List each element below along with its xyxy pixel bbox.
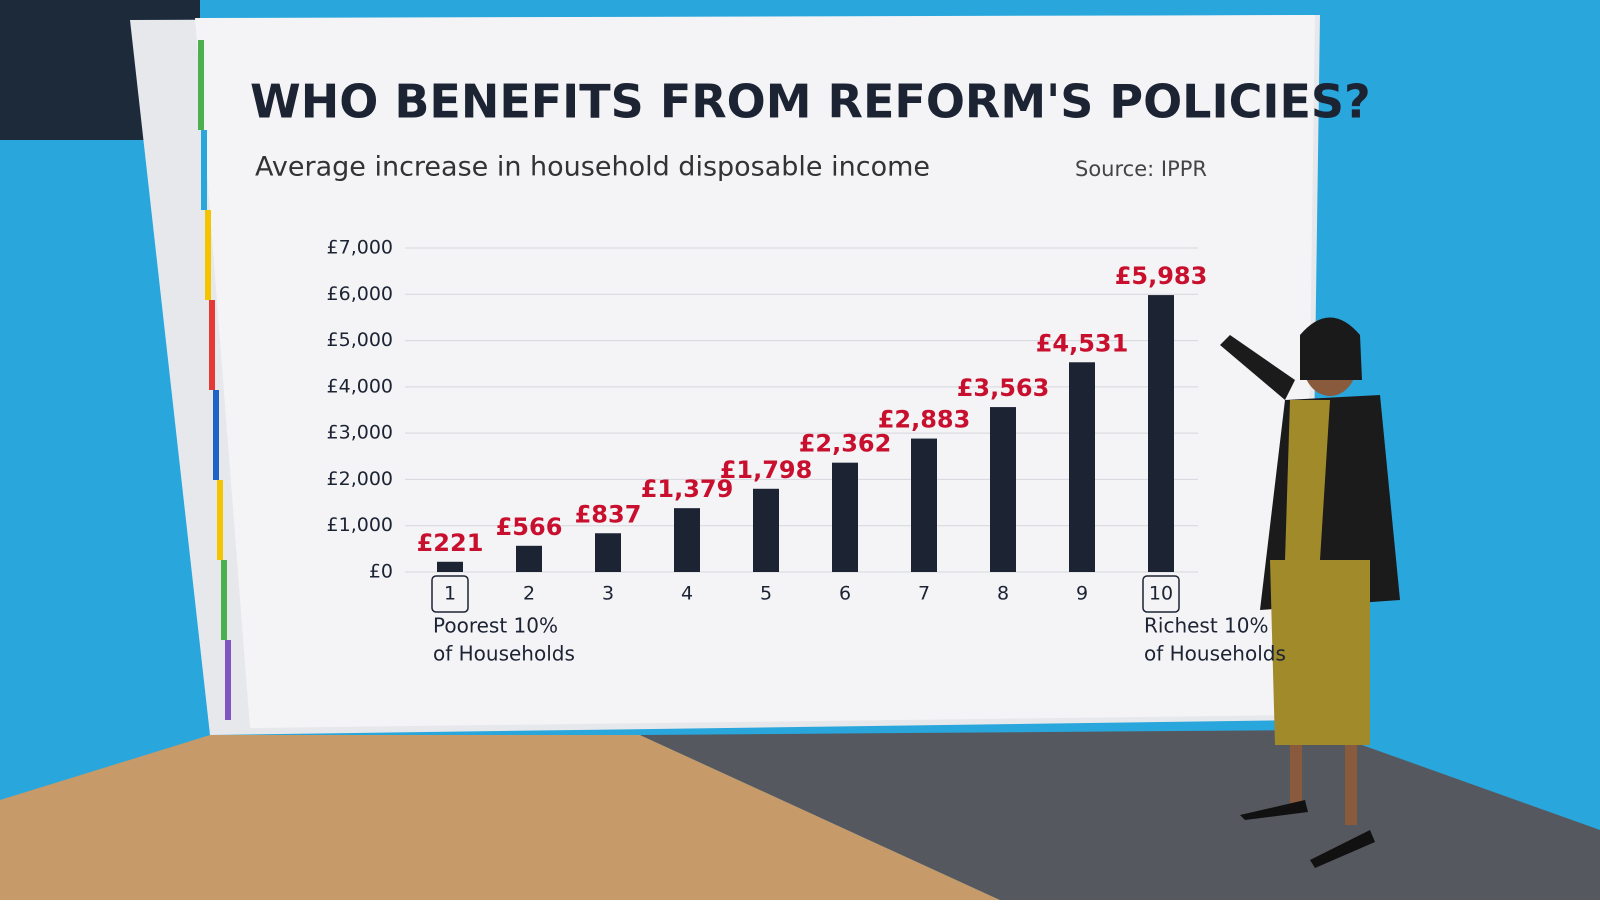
x-tick-label: 5 [760,583,772,605]
y-tick-label: £4,000 [327,375,393,397]
screen [195,15,1315,728]
value-label: £2,362 [799,430,892,458]
bar [595,533,621,572]
value-label: £221 [417,529,484,557]
bar [516,545,542,572]
x-tick-label: 2 [523,583,535,605]
y-tick-label: £5,000 [327,329,393,351]
chart-subtitle: Average increase in household disposable… [255,152,930,183]
presenter [1220,317,1400,868]
y-tick-label: £2,000 [327,468,393,490]
bar [911,438,937,572]
y-tick-label: £3,000 [327,422,393,444]
x-tick-label: 8 [997,583,1009,605]
source-note: Source: IPPR [1075,157,1207,181]
value-label: £3,563 [957,374,1050,402]
x-tick-label: 1 [444,583,456,605]
annotation: Poorest 10% [433,614,558,638]
x-tick-label: 10 [1149,583,1173,605]
value-label: £837 [575,500,642,528]
bar [1148,295,1174,572]
value-label: £4,531 [1036,329,1129,357]
value-label: £566 [496,513,563,541]
y-tick-label: £7,000 [327,237,393,259]
value-label: £5,983 [1115,262,1208,290]
wood-floor [0,735,1000,900]
value-label: £1,798 [720,456,813,484]
y-tick-label: £0 [369,561,393,583]
bar [674,508,700,572]
color-stripe [198,40,231,720]
x-tick-label: 3 [602,583,614,605]
bar [753,488,779,572]
bar [437,561,463,572]
category-box [1142,575,1180,613]
chart-title: WHO BENEFITS FROM REFORM'S POLICIES? [250,75,1371,129]
x-tick-label: 7 [918,583,930,605]
annotation: of Households [433,642,575,666]
x-tick-label: 6 [839,583,851,605]
y-tick-label: £6,000 [327,283,393,305]
x-tick-label: 4 [681,583,693,605]
x-tick-label: 9 [1076,583,1088,605]
value-label: £2,883 [878,406,971,434]
value-label: £1,379 [641,475,734,503]
bar [990,407,1016,572]
annotation: of Households [1144,642,1286,666]
annotation: Richest 10% [1144,614,1269,638]
category-box [431,575,469,613]
bar [832,462,858,572]
bar [1069,362,1095,572]
y-tick-label: £1,000 [327,514,393,536]
grey-floor [640,730,1600,900]
